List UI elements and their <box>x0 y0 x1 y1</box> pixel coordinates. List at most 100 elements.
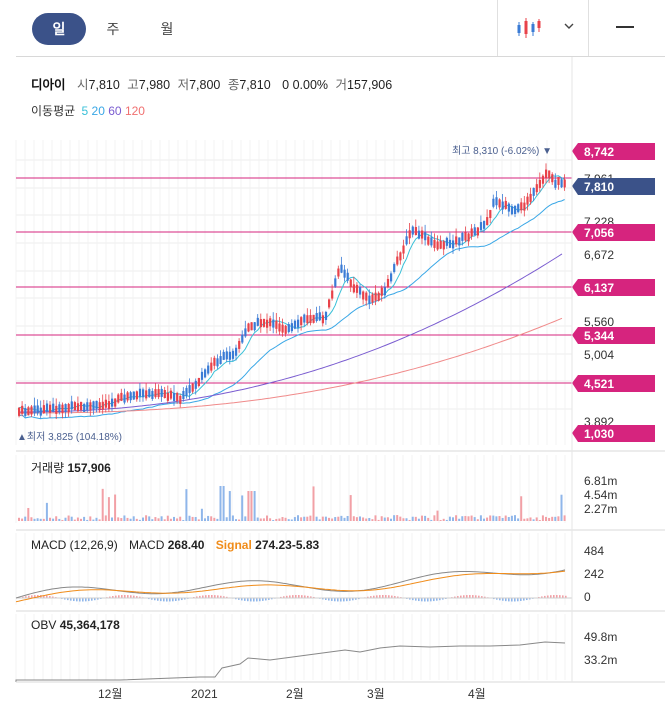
candle-body <box>355 284 359 293</box>
tab-day[interactable]: 일 <box>32 13 86 45</box>
volume-bar <box>455 515 458 521</box>
candle-body <box>560 179 563 188</box>
volume-bar <box>328 517 330 521</box>
moving-average-label: 이동평균 <box>31 104 76 118</box>
macd-histogram-bar <box>292 595 294 599</box>
volume-bar <box>514 515 516 521</box>
volume-bar <box>247 491 250 521</box>
candle-body <box>256 317 259 326</box>
tab-week[interactable]: 주 <box>106 21 120 37</box>
candle-body <box>107 401 111 410</box>
candle-body <box>61 404 64 413</box>
volume-bar <box>458 518 461 521</box>
candle-body <box>365 292 368 301</box>
volume-label: 거 <box>335 78 348 92</box>
candle-body <box>318 312 321 321</box>
volume-bar <box>42 518 45 521</box>
macd-histogram-bar <box>472 595 474 599</box>
candle-body <box>340 264 343 273</box>
macd-histogram-bar <box>421 598 423 602</box>
level-tag <box>572 375 655 392</box>
candle-body <box>303 314 306 323</box>
signal-value: 274.23-5.83 <box>255 538 320 552</box>
candle-body <box>151 390 154 399</box>
obv-axis-label: 33.2m <box>584 653 617 667</box>
macd-chart <box>15 569 572 603</box>
candle-body <box>501 201 504 210</box>
candle-body <box>439 240 442 249</box>
tab-month[interactable]: 월 <box>160 21 174 37</box>
macd-pane-title: MACD (12,26,9) MACD 268.40 Signal 274.23… <box>31 538 319 552</box>
volume-bar <box>433 515 436 521</box>
hamburger-icon[interactable] <box>616 26 634 30</box>
macd-histogram-bar <box>529 598 531 600</box>
chevron-down-icon[interactable] <box>563 20 575 32</box>
macd-histogram-bar <box>268 598 270 600</box>
macd-histogram-bar <box>382 595 384 599</box>
candle-body <box>411 226 414 235</box>
volume-bar <box>365 518 368 521</box>
volume-bar <box>225 517 228 521</box>
candle-body <box>160 388 163 397</box>
candle-body <box>83 404 86 413</box>
volume-bar <box>402 518 405 521</box>
macd-histogram-bar <box>88 598 90 602</box>
volume-bar <box>411 516 414 521</box>
ma-60: 60 <box>108 104 122 118</box>
volume-bar <box>194 517 197 521</box>
low-value: 7,800 <box>189 78 221 92</box>
volume-bar <box>262 518 265 521</box>
candle-body <box>197 377 200 386</box>
volume-bar <box>244 516 247 521</box>
candle-body <box>532 187 535 196</box>
x-axis-label: 2월 <box>286 687 304 701</box>
signal-label: Signal <box>215 538 252 552</box>
candle-body <box>176 392 179 401</box>
candle-body <box>64 404 67 413</box>
volume-bar <box>33 518 36 521</box>
candle-body <box>393 264 396 273</box>
candle-body <box>458 237 461 246</box>
candle-body <box>36 405 39 414</box>
candle-body <box>455 236 458 245</box>
high-label: 고 <box>127 78 139 92</box>
candle-body <box>507 203 510 212</box>
macd-histogram-bar <box>151 598 153 600</box>
macd-histogram-bar <box>346 598 348 602</box>
candle-body <box>402 245 405 254</box>
macd-histogram-bar <box>508 598 510 602</box>
candle-body <box>80 402 83 411</box>
macd-axis-label: 0 <box>584 590 591 604</box>
candle-body <box>541 175 545 184</box>
volume-bar <box>21 518 24 521</box>
candle-body <box>194 380 197 389</box>
volume-bar <box>442 518 445 521</box>
candle-body <box>430 237 433 246</box>
volume-bar <box>166 515 169 521</box>
candle-body <box>538 179 541 188</box>
volume-bar <box>306 516 309 521</box>
macd-histogram-bar <box>178 598 180 601</box>
macd-histogram-bar <box>148 598 150 600</box>
obv-value: 45,364,178 <box>59 618 120 632</box>
level-tag <box>572 143 655 160</box>
candle-body <box>132 391 135 400</box>
volume-bar <box>284 517 287 521</box>
volume-bar <box>368 517 371 521</box>
candle-body <box>483 220 486 229</box>
macd-histogram-bar <box>547 595 549 599</box>
candlestick-icon[interactable] <box>516 16 542 40</box>
macd-histogram-bar <box>217 595 219 599</box>
macd-histogram-bar <box>136 596 138 599</box>
candle-body <box>442 241 445 250</box>
close-label: 종 <box>227 78 240 92</box>
volume-bar <box>523 518 526 521</box>
volume-bar <box>154 517 157 521</box>
macd-histogram-bar <box>295 595 297 599</box>
volume-bar <box>142 517 144 521</box>
ma-60-line <box>18 253 563 413</box>
candle-body <box>191 383 194 392</box>
volume-bar <box>191 516 194 521</box>
volume-bar <box>92 519 95 521</box>
